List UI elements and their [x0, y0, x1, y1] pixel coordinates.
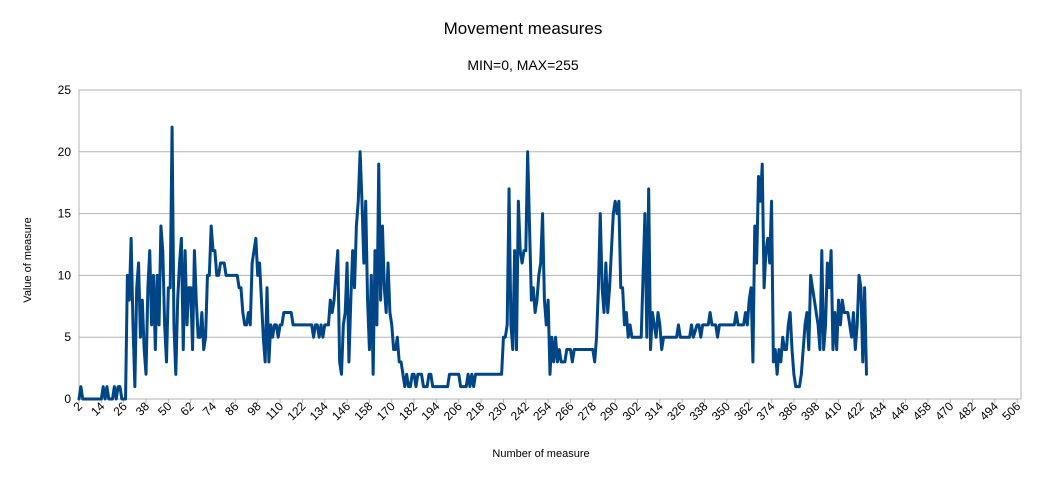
- x-tick-label: 194: [418, 399, 442, 423]
- x-tick-label: 458: [910, 399, 934, 423]
- x-tick-label: 38: [133, 399, 153, 419]
- x-tick-label: 314: [642, 399, 666, 423]
- x-tick-label: 482: [955, 399, 979, 423]
- x-tick-label: 242: [508, 399, 532, 423]
- x-tick-label: 122: [284, 399, 308, 423]
- x-tick-label: 98: [244, 399, 264, 419]
- x-tick-label: 506: [999, 399, 1023, 423]
- x-tick-label: 290: [597, 399, 621, 423]
- plot-frame: [78, 89, 1022, 400]
- x-tick-label: 278: [575, 399, 599, 423]
- x-tick-label: 398: [798, 399, 822, 423]
- x-tick-label: 386: [776, 399, 800, 423]
- x-tick-label: 158: [351, 399, 375, 423]
- chart-title: Movement measures: [444, 19, 603, 38]
- x-tick-label: 146: [329, 399, 353, 423]
- y-tick-label: 20: [58, 145, 72, 159]
- x-tick-label: 26: [110, 399, 130, 419]
- x-tick-label: 170: [374, 399, 398, 423]
- x-tick-label: 50: [155, 399, 175, 419]
- x-tick-label: 338: [687, 399, 711, 423]
- y-axis-ticks: 0 5 10 15 20 25: [58, 83, 72, 406]
- x-tick-label: 134: [307, 399, 331, 423]
- x-tick-label: 182: [396, 399, 420, 423]
- x-tick-label: 434: [865, 399, 889, 423]
- x-tick-label: 14: [88, 399, 108, 419]
- x-tick-label: 422: [843, 399, 867, 423]
- y-tick-label: 5: [64, 330, 71, 344]
- x-tick-label: 206: [441, 399, 465, 423]
- x-tick-label: 86: [222, 399, 242, 419]
- x-tick-label: 410: [821, 399, 845, 423]
- x-tick-label: 326: [664, 399, 688, 423]
- x-tick-label: 218: [463, 399, 487, 423]
- y-tick-label: 10: [58, 268, 72, 282]
- x-axis-label: Number of measure: [492, 448, 589, 460]
- x-tick-label: 446: [888, 399, 912, 423]
- series-line: [77, 125, 868, 401]
- x-tick-label: 302: [620, 399, 644, 423]
- x-tick-label: 494: [977, 399, 1001, 423]
- y-axis-label: Value of measure: [22, 217, 34, 302]
- x-tick-label: 350: [709, 399, 733, 423]
- y-tick-label: 0: [64, 392, 71, 406]
- y-tick-label: 25: [58, 83, 72, 97]
- x-tick-label: 74: [200, 399, 220, 419]
- series-group: [77, 125, 868, 401]
- chart-subtitle: MIN=0, MAX=255: [467, 57, 578, 73]
- x-tick-label: 266: [553, 399, 577, 423]
- x-tick-label: 230: [486, 399, 510, 423]
- x-axis-ticks: 2 14 26 38 50 62 74 86 9811012213414615817018219…: [70, 399, 1023, 423]
- x-tick-label: 2: [70, 399, 85, 414]
- x-tick-label: 470: [932, 399, 956, 423]
- x-tick-label: 374: [754, 399, 778, 423]
- x-tick-label: 110: [263, 399, 287, 423]
- y-tick-label: 15: [58, 207, 72, 221]
- x-tick-label: 362: [731, 399, 755, 423]
- x-tick-label: 254: [530, 399, 554, 423]
- x-tick-label: 62: [177, 399, 197, 419]
